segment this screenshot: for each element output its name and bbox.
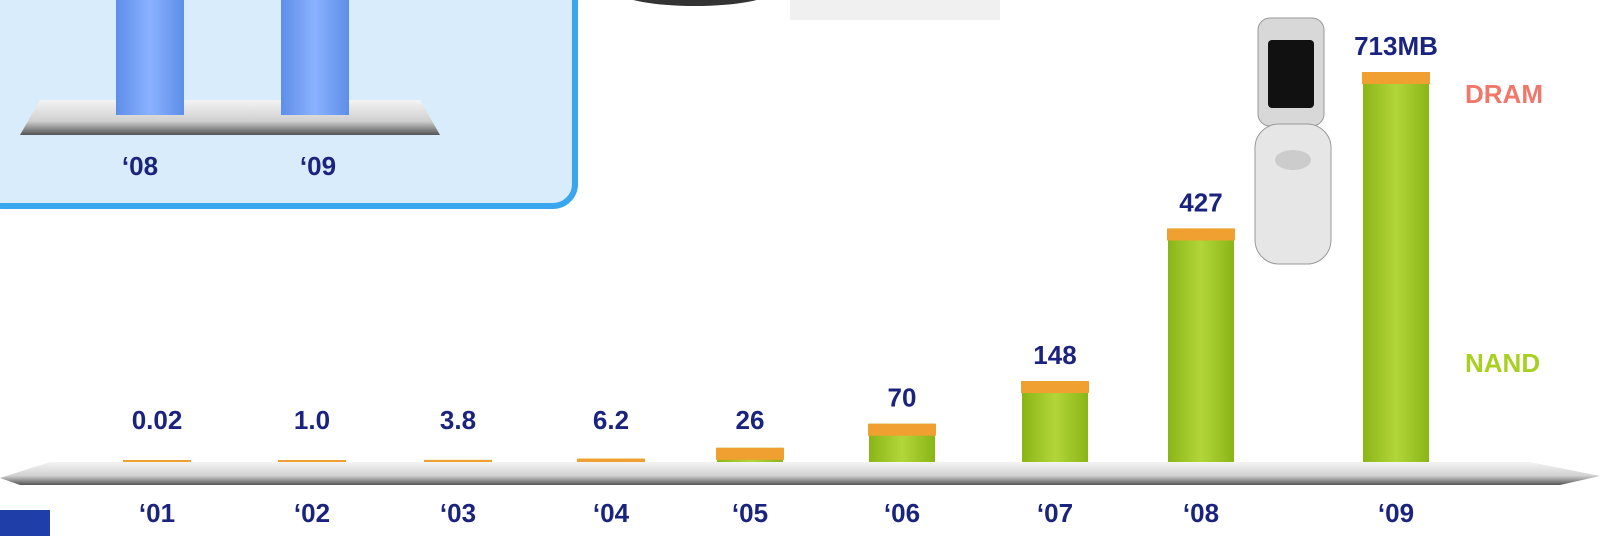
value-label: 0.02 xyxy=(132,405,183,435)
value-label: 713MB xyxy=(1354,31,1438,61)
phone-image xyxy=(1255,18,1331,264)
bar xyxy=(577,459,645,462)
bar-part xyxy=(424,460,492,462)
inset-label: ‘09 xyxy=(300,151,336,181)
value-label: 70 xyxy=(888,383,917,413)
inset-bar xyxy=(281,0,349,115)
x-tick-label: ‘06 xyxy=(884,498,920,528)
bar-part xyxy=(278,460,346,462)
bar xyxy=(716,448,784,462)
bar-part xyxy=(1022,381,1088,462)
bar xyxy=(1021,381,1089,462)
x-tick-label: ‘01 xyxy=(139,498,175,528)
bar xyxy=(868,424,936,462)
legend-label: NAND xyxy=(1465,348,1540,378)
decoration xyxy=(620,0,770,6)
bar-part xyxy=(1363,72,1429,462)
inset-platform xyxy=(20,100,440,135)
legend-label: DRAM xyxy=(1465,79,1543,109)
bar-part xyxy=(577,459,645,462)
chart: ‘08 ‘09 DRAM NAND 0.02 ‘01 1.0 ‘02 3.8 ‘03 6.2… xyxy=(0,0,1600,536)
inset-bar xyxy=(116,0,184,115)
platform xyxy=(0,462,1600,485)
x-tick-label: ‘04 xyxy=(593,498,630,528)
decoration xyxy=(790,0,1000,20)
bar-part xyxy=(1362,72,1430,84)
x-tick-label: ‘05 xyxy=(732,498,768,528)
inset-label: ‘08 xyxy=(122,151,158,181)
x-tick-label: ‘02 xyxy=(294,498,330,528)
value-label: 3.8 xyxy=(440,405,476,435)
x-tick-label: ‘07 xyxy=(1037,498,1073,528)
bar xyxy=(278,460,346,462)
decoration xyxy=(0,510,50,536)
value-label: 148 xyxy=(1033,340,1076,370)
bar-part xyxy=(1167,228,1235,240)
bar xyxy=(1362,72,1430,462)
bar-part xyxy=(123,460,191,462)
bar xyxy=(123,460,191,462)
page: ‘08 ‘09 DRAM NAND 0.02 ‘01 1.0 ‘02 3.8 ‘03 6.2… xyxy=(0,0,1600,536)
bar xyxy=(424,460,492,462)
x-tick-label: ‘03 xyxy=(440,498,476,528)
bar-part xyxy=(868,424,936,436)
value-label: 6.2 xyxy=(593,405,629,435)
x-tick-label: ‘09 xyxy=(1378,498,1414,528)
value-label: 1.0 xyxy=(294,405,330,435)
bar-part xyxy=(716,448,784,460)
x-tick-label: ‘08 xyxy=(1183,498,1219,528)
bar xyxy=(1167,228,1235,462)
value-label: 26 xyxy=(736,405,765,435)
bar-part xyxy=(1168,228,1234,462)
value-label: 427 xyxy=(1179,187,1222,217)
bar-part xyxy=(1021,381,1089,393)
